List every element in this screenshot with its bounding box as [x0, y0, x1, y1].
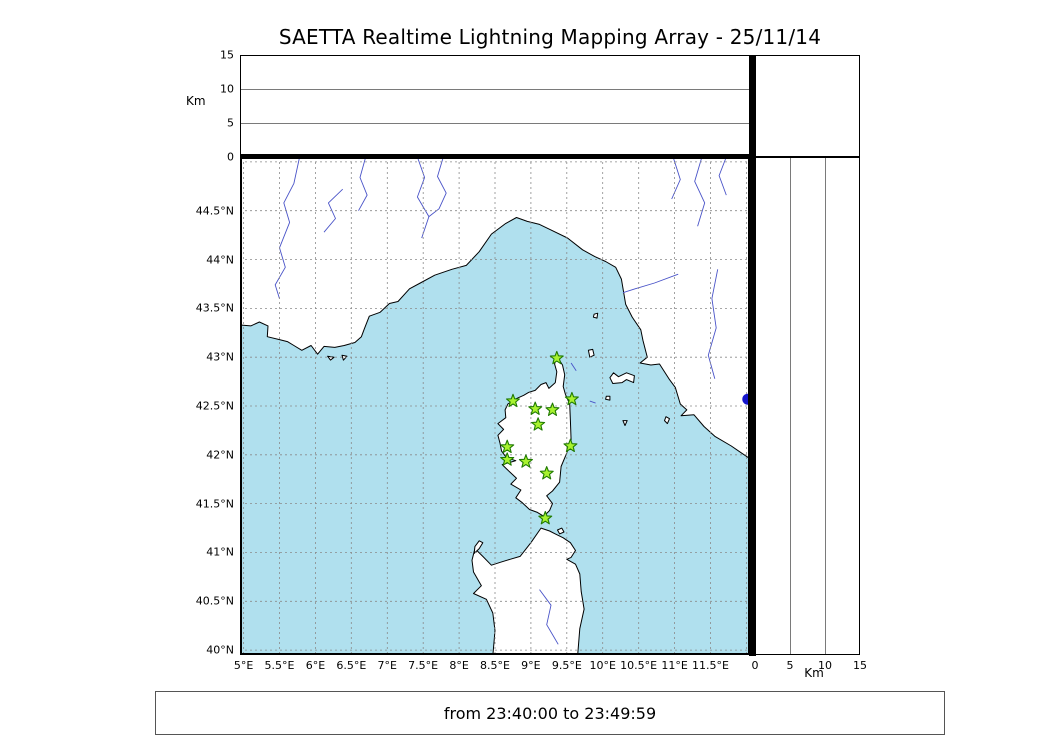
altitude-axis-label-left: Km	[186, 94, 206, 108]
latitude-tick-label: 40°N	[206, 643, 234, 657]
altitude-tick-label-bottom: 5	[786, 659, 794, 672]
station-marker	[563, 438, 578, 453]
longitude-tick-label: 7.5°E	[408, 659, 439, 672]
altitude-tick-label-left: 10	[220, 82, 234, 96]
time-range-box: from 23:40:00 to 23:49:59	[155, 691, 945, 735]
small-island	[592, 312, 599, 319]
station-marker	[528, 401, 543, 415]
river	[694, 157, 706, 227]
small-island	[622, 420, 628, 426]
river	[539, 589, 559, 645]
panel-divider-vertical	[749, 55, 756, 656]
sardinia-island	[471, 527, 585, 655]
station-marker	[505, 393, 520, 408]
latitude-tick-label: 41°N	[206, 545, 234, 559]
station-marker	[539, 466, 554, 480]
small-island	[609, 372, 635, 384]
small-island	[327, 355, 335, 361]
small-island	[664, 416, 670, 425]
longitude-tick-label: 11.5°E	[692, 659, 729, 672]
station-marker	[500, 452, 515, 466]
altitude-tick-label-bottom: 15	[853, 659, 867, 672]
river	[589, 400, 596, 404]
station-marker	[549, 350, 564, 365]
latitude-tick-label: 40.5°N	[195, 594, 234, 608]
river	[358, 157, 368, 211]
longitude-tick-label: 9.5°E	[551, 659, 582, 672]
map-canvas	[240, 157, 750, 655]
latitude-tick-label: 43°N	[206, 350, 234, 364]
station-marker	[500, 439, 515, 454]
small-island	[587, 348, 595, 358]
longitude-tick-label: 5.5°E	[264, 659, 295, 672]
time-range-label: from 23:40:00 to 23:49:59	[443, 703, 657, 723]
river	[570, 362, 577, 372]
latitude-tick-label: 42°N	[206, 448, 234, 462]
longitude-tick-label: 8.5°E	[480, 659, 510, 672]
station-marker	[564, 391, 579, 406]
longitude-tick-label: 6°E	[305, 659, 326, 672]
altitude-gridline	[790, 158, 792, 654]
latitude-tick-label: 44°N	[206, 253, 234, 267]
river	[622, 273, 679, 294]
altitude-gridline	[824, 158, 826, 654]
longitude-tick-label: 8°E	[449, 659, 469, 672]
longitude-tick-label: 10.5°E	[620, 659, 658, 672]
altitude-tick-label-left: 5	[227, 116, 234, 130]
small-island	[341, 354, 348, 361]
river	[274, 157, 301, 299]
river	[416, 157, 430, 239]
altitude-vs-latitude-panel	[755, 157, 860, 655]
altitude-axis-label-right: Km	[804, 666, 824, 680]
latitude-tick-label: 41.5°N	[195, 497, 234, 511]
river	[718, 157, 727, 196]
station-marker	[538, 510, 553, 525]
altitude-tick-label-left: 0	[227, 150, 234, 164]
station-marker	[531, 417, 546, 431]
longitude-tick-label: 10°E	[589, 659, 616, 672]
panel-divider-horizontal	[240, 154, 756, 158]
longitude-tick-label: 11°E	[661, 659, 688, 672]
altitude-tick-label-bottom: 0	[751, 659, 759, 672]
small-island	[605, 395, 611, 401]
latitude-tick-label: 43.5°N	[195, 301, 234, 315]
longitude-tick-label: 9°E	[521, 659, 541, 672]
longitude-tick-label: 6.5°E	[336, 659, 367, 672]
small-island	[473, 540, 484, 554]
altitude-gridline	[241, 89, 749, 91]
altitude-vs-longitude-panel	[240, 55, 750, 157]
altitude-tick-label-bottom: 10	[818, 659, 832, 672]
latitude-tick-label: 44.5°N	[195, 204, 234, 218]
altitude-histogram-panel	[755, 55, 860, 157]
small-island	[557, 527, 565, 535]
latitude-tick-label: 42.5°N	[195, 399, 234, 413]
longitude-tick-label: 5°E	[233, 659, 254, 672]
station-marker	[518, 454, 533, 468]
altitude-tick-label-left: 15	[220, 48, 234, 62]
mainland-coastline	[240, 157, 750, 460]
map-panel	[240, 157, 750, 655]
page-title: SAETTA Realtime Lightning Mapping Array …	[278, 25, 822, 49]
river	[428, 157, 447, 217]
altitude-gridline	[241, 122, 749, 124]
longitude-tick-label: 7°E	[377, 659, 397, 672]
station-marker	[545, 402, 560, 416]
